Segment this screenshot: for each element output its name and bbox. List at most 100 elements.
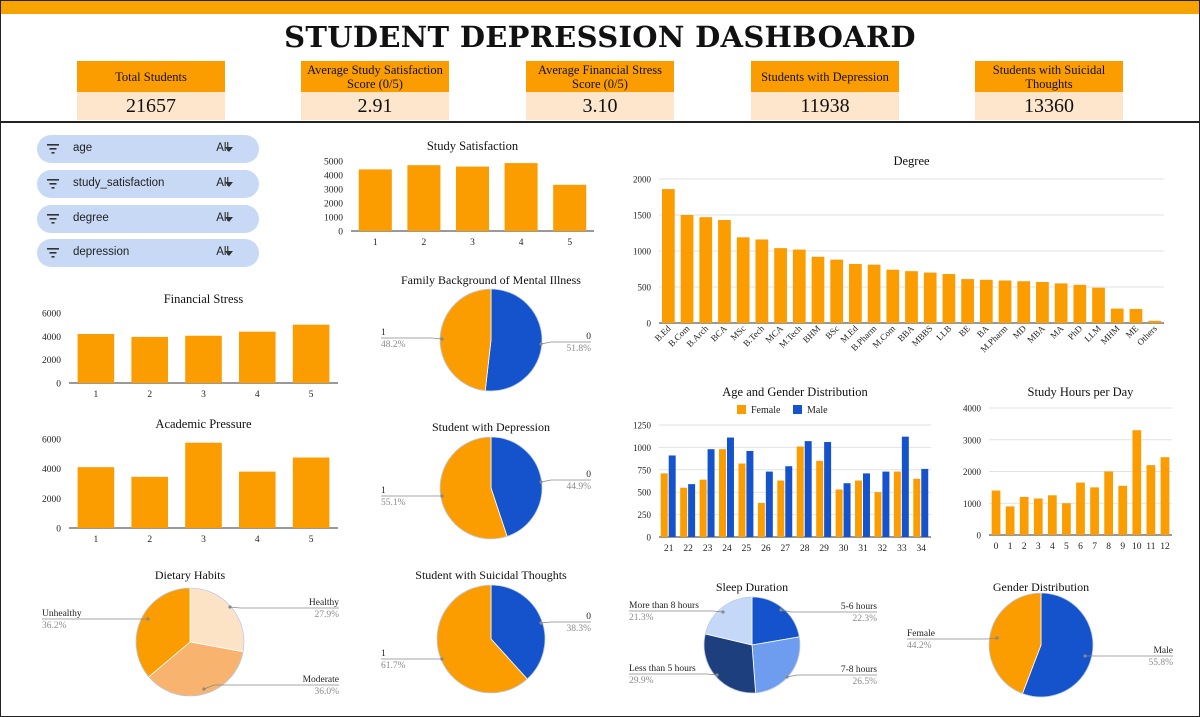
bar: [699, 217, 713, 323]
bar: [185, 335, 222, 383]
academic-chart: Academic Pressure 0 2000 4000 6000 1 2 3 4 5: [42, 417, 338, 545]
slice-label: 7-8 hours: [841, 665, 877, 675]
bar: [131, 336, 168, 383]
chart-title: Financial Stress: [164, 292, 244, 306]
bar: [1110, 308, 1124, 323]
x-tick-label: 5: [1064, 542, 1069, 552]
slice-percent: 36.0%: [314, 687, 339, 697]
kpi-value: 11938: [751, 92, 899, 120]
kpi-value: 21657: [77, 92, 225, 120]
x-tick-label: MBBS: [910, 323, 935, 348]
kpi-label: Students with Suicidal Thoughts: [975, 61, 1123, 92]
bar: [893, 471, 901, 537]
y-tick-label: 500: [638, 488, 652, 498]
legend-label: Female: [751, 405, 781, 416]
x-tick-label: 1: [1008, 542, 1013, 552]
bar: [1160, 457, 1170, 535]
x-tick-label: 1: [94, 535, 99, 545]
bar: [292, 324, 330, 383]
bar: [1146, 465, 1156, 535]
x-tick-label: 22: [683, 544, 693, 554]
label-anchor-dot: [715, 673, 719, 677]
x-tick-label: 2: [422, 238, 427, 248]
slice-percent: 36.2%: [42, 621, 67, 631]
filter-icon: [47, 179, 59, 189]
sleep-pie-chart: Sleep Duration 5-6 hours 22.3% 7-8 hours 26.…: [629, 580, 877, 694]
bar: [979, 279, 993, 323]
y-tick-label: 0: [56, 525, 61, 535]
bar: [867, 264, 881, 323]
suicidal-pie-chart: Student with Suicidal Thoughts 0 38.3% 1 61.…: [381, 568, 591, 694]
bar: [855, 480, 862, 537]
slice-percent: 48.2%: [381, 340, 406, 350]
bar: [886, 269, 900, 323]
x-tick-label: 5: [309, 535, 314, 545]
x-tick-label: 4: [255, 390, 260, 400]
pie-slice: [751, 636, 801, 694]
bar: [668, 455, 676, 537]
bar: [961, 279, 974, 323]
x-tick-label: 10: [1132, 542, 1142, 552]
y-tick-label: 750: [638, 465, 652, 475]
agegender-chart: Age and Gender Distribution 0 250 500 750 100…: [633, 385, 931, 554]
y-tick-label: 2000: [633, 175, 652, 185]
bar: [901, 436, 909, 537]
bar: [998, 280, 1012, 323]
legend-swatch: [793, 405, 802, 414]
chevron-down-icon: [225, 217, 233, 222]
bar: [942, 274, 956, 323]
slice-label: 0: [586, 612, 591, 622]
slice-percent: 26.5%: [852, 677, 877, 687]
chevron-down-icon: [225, 251, 233, 256]
bar: [553, 184, 587, 231]
bar: [504, 163, 538, 231]
pie-outline: [439, 288, 543, 392]
bar: [1005, 506, 1015, 535]
x-tick-label: MBA: [1025, 323, 1047, 345]
x-tick-label: MHM: [1099, 323, 1122, 346]
label-anchor-dot: [539, 480, 543, 484]
label-leader-line: [540, 621, 591, 624]
chart-title: Study Satisfaction: [427, 139, 519, 153]
x-tick-label: LLB: [934, 323, 953, 342]
chart-title: Sleep Duration: [716, 580, 788, 594]
x-tick-label: 26: [761, 544, 771, 554]
label-leader-line: [629, 673, 718, 676]
legend-label: Male: [807, 405, 828, 416]
filter-study-satisfaction[interactable]: study_satisfaction All: [37, 170, 259, 198]
label-anchor-dot: [440, 494, 444, 498]
kpi-students-with-depression: Students with Depression 11938: [751, 61, 899, 120]
slice-percent: 44.9%: [566, 482, 591, 492]
filter-degree[interactable]: degree All: [37, 205, 259, 233]
label-leader-line: [229, 606, 339, 609]
label-anchor-dot: [539, 621, 543, 625]
x-tick-label: 3: [1036, 542, 1041, 552]
slice-label: 5-6 hours: [841, 602, 877, 612]
x-tick-label: 5: [309, 390, 314, 400]
slice-percent: 55.1%: [381, 498, 406, 508]
filter-depression[interactable]: depression All: [37, 239, 259, 267]
bar: [1076, 482, 1085, 535]
y-tick-label: 3000: [963, 435, 982, 445]
filter-label: age: [73, 142, 93, 154]
x-tick-label: 2: [1022, 542, 1027, 552]
bar: [292, 457, 330, 528]
bar: [77, 467, 115, 528]
x-tick-label: 30: [839, 544, 849, 554]
study-chart: Study Satisfaction 0 1000 2000 3000 4000 5000 1…: [324, 139, 594, 248]
x-tick-label: 9: [1120, 542, 1125, 552]
bar: [661, 189, 675, 323]
bar: [796, 446, 804, 537]
chart-title: Degree: [893, 154, 930, 168]
y-tick-label: 1000: [633, 247, 652, 257]
kpi-label: Average Study Satisfaction Score (0/5): [301, 61, 449, 92]
degree-chart: Degree0500100015002000B.EdB.ComB.ArchBCA…: [633, 154, 1164, 354]
slice-percent: 44.2%: [907, 641, 932, 651]
chart-title: Academic Pressure: [155, 417, 252, 431]
filter-age[interactable]: age All: [37, 135, 259, 163]
slice-label: 1: [381, 649, 386, 659]
financial-chart: Financial Stress 0 2000 4000 6000 1 2 3 4 5: [42, 292, 338, 400]
x-tick-label: 25: [742, 544, 752, 554]
bar: [1019, 496, 1029, 535]
pie-slice: [484, 288, 543, 392]
